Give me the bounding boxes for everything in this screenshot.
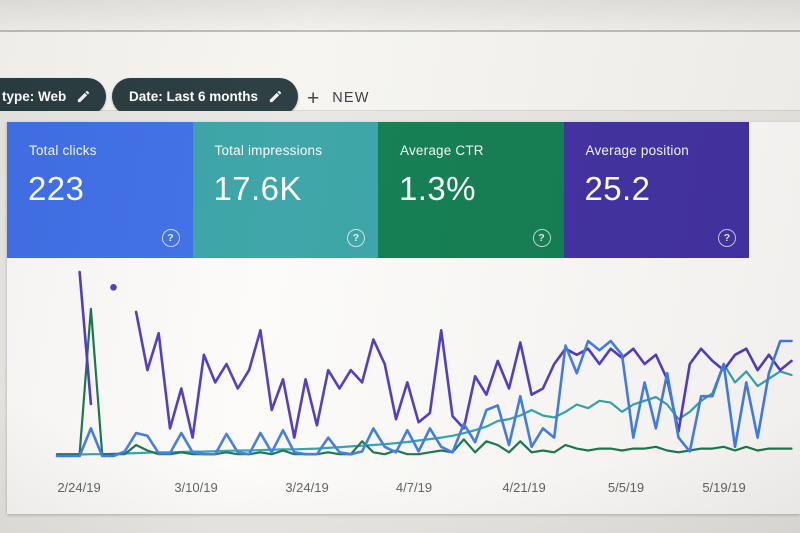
search-type-chip-label: type: Web — [2, 89, 67, 104]
tile-label: Total clicks — [29, 143, 97, 158]
tile-value: 25.2 — [584, 170, 651, 207]
performance-panel: Total clicks 223 ? Total impressions 17.… — [7, 122, 800, 514]
date-filter-chip-label: Date: Last 6 months — [129, 89, 259, 104]
tile-label: Average position — [585, 143, 690, 158]
help-icon[interactable]: ? — [532, 229, 551, 247]
help-icon[interactable]: ? — [161, 229, 180, 247]
help-icon[interactable]: ? — [347, 229, 365, 247]
tile-value: 17.6K — [213, 170, 302, 207]
edit-icon — [78, 90, 90, 103]
total-impressions-tile[interactable]: Total impressions 17.6K ? — [192, 122, 378, 258]
new-filter-label: NEW — [332, 90, 370, 106]
search-type-chip[interactable]: type: Web — [0, 78, 107, 115]
chart-x-axis: 2/24/19 3/10/19 3/24/19 4/7/19 4/21/19 5… — [7, 480, 800, 498]
date-filter-chip[interactable]: Date: Last 6 months — [112, 78, 299, 115]
x-axis-label: 4/7/19 — [395, 480, 433, 495]
x-axis-label: 5/19/19 — [702, 480, 746, 495]
performance-page: Total clicks 223 ? Total impressions 17.… — [0, 111, 800, 533]
x-axis-label: 3/24/19 — [285, 480, 329, 495]
browser-chrome-strip — [0, 0, 800, 32]
edit-icon — [269, 90, 282, 103]
performance-chart-svg — [55, 270, 793, 458]
plus-icon: + — [307, 86, 320, 110]
tile-label: Average CTR — [400, 143, 484, 158]
performance-chart: 2/24/19 3/10/19 3/24/19 4/7/19 4/21/19 5… — [7, 258, 800, 514]
tile-value: 1.3% — [399, 170, 476, 207]
metric-tiles: Total clicks 223 ? Total impressions 17.… — [7, 122, 800, 258]
x-axis-label: 2/24/19 — [57, 480, 101, 495]
average-ctr-tile[interactable]: Average CTR 1.3% ? — [378, 122, 564, 258]
x-axis-label: 3/10/19 — [174, 480, 218, 495]
tile-label: Total impressions — [214, 143, 323, 158]
x-axis-label: 4/21/19 — [502, 480, 546, 495]
average-position-tile[interactable]: Average position 25.2 ? — [563, 122, 749, 258]
total-clicks-tile[interactable]: Total clicks 223 ? — [7, 122, 193, 258]
filter-toolbar: type: Web Date: Last 6 months + NEW — [0, 32, 800, 115]
help-icon[interactable]: ? — [718, 229, 736, 247]
tile-value: 223 — [28, 170, 85, 207]
new-filter-button[interactable]: + NEW — [307, 86, 370, 110]
x-axis-label: 5/5/19 — [607, 480, 645, 495]
